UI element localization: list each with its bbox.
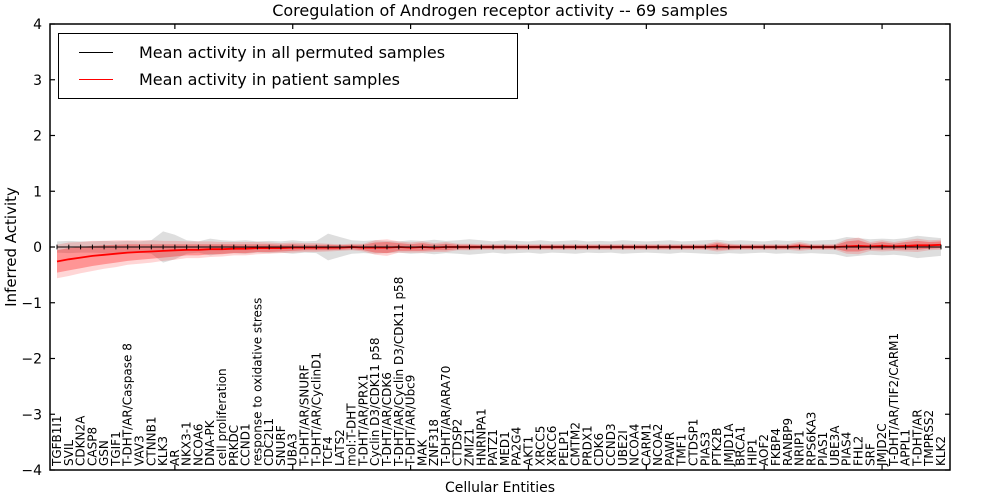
x-tick-label: T-DHT/AR/PRX1	[357, 374, 371, 467]
x-tick-label: TMF1	[675, 434, 689, 467]
x-tick-label: PELP1	[557, 430, 571, 466]
x-tick-label: AR	[168, 449, 182, 466]
x-tick-label: Cyclin D3/CDK11 p58	[368, 337, 382, 466]
x-tick-label: LATS2	[333, 429, 347, 466]
chart-title: Coregulation of Androgen receptor activi…	[272, 1, 728, 20]
x-tick-label: PRDX1	[580, 425, 594, 466]
x-tick-label: TMPRSS2	[922, 410, 936, 467]
x-tick-label: CDC2L1	[262, 418, 276, 466]
x-tick-label: HIP1	[745, 439, 759, 466]
y-tick-label: 1	[33, 184, 42, 200]
x-tick-label: ZMIZ1	[463, 428, 477, 466]
x-tick-label: CASP8	[85, 427, 99, 466]
x-tick-label: CDK6	[592, 433, 606, 466]
x-tick-label: CTDSP1	[687, 419, 701, 466]
x-tick-label: SVIL	[62, 440, 76, 466]
legend-line-red	[79, 78, 113, 80]
x-tick-label: CTDSP2	[451, 419, 465, 466]
x-tick-label: DNA-PK	[203, 419, 217, 466]
x-tick-label: PTK2B	[710, 428, 724, 466]
y-axis-label: Inferred Activity	[2, 187, 20, 307]
x-tick-label: BRCA1	[734, 426, 748, 466]
x-tick-label: PIAS1	[816, 432, 830, 466]
legend: Mean activity in all permuted samples Me…	[58, 33, 518, 99]
x-tick-label: cell proliferation	[215, 368, 229, 466]
x-tick-label: PIAS3	[698, 432, 712, 466]
x-tick-label: CARM1	[639, 423, 653, 466]
x-tick-label: AOF2	[757, 434, 771, 466]
legend-line-black	[79, 52, 113, 54]
x-tick-label: CCND3	[604, 423, 618, 466]
x-tick-label: NRIP1	[793, 430, 807, 466]
x-tick-label: XRCC5	[533, 426, 547, 466]
x-tick-label: JMJD2C	[875, 423, 889, 467]
y-tick-label: 4	[33, 17, 42, 33]
x-tick-label: TGIF1	[109, 431, 123, 467]
x-tick-label: GSN	[97, 440, 111, 466]
permuted-line-markers	[56, 244, 942, 250]
x-tick-label: CDKN2A	[74, 415, 88, 466]
x-tick-label: PA2G4	[510, 427, 524, 466]
x-tick-label: PRKDC	[227, 425, 241, 466]
x-tick-label: T-DHT/AR/Ubc9	[404, 375, 418, 467]
x-tick-label: FHL2	[852, 436, 866, 466]
x-tick-label: UBA3	[286, 433, 300, 466]
x-tick-label: SRF	[863, 443, 877, 466]
x-tick-label: CMTM2	[569, 422, 583, 466]
x-tick-label: JMJD1A	[722, 423, 736, 467]
x-tick-label: mol:T-DHT	[345, 403, 359, 466]
x-tick-label: MED1	[498, 431, 512, 466]
x-tick-label: RPS6KA3	[804, 412, 818, 466]
x-tick-label: XRCC6	[545, 426, 559, 466]
x-tick-label: KLK2	[934, 436, 948, 466]
y-tick-label: −3	[21, 407, 42, 423]
x-tick-label: T-DHT/AR/CyclinD1	[309, 352, 323, 467]
x-tick-label: UBE2I	[616, 430, 630, 466]
y-tick-label: −2	[21, 352, 42, 368]
legend-label-permuted: Mean activity in all permuted samples	[139, 43, 446, 63]
x-tick-label: T-DHT/AR/SNURF	[298, 365, 312, 468]
legend-label-patient: Mean activity in patient samples	[139, 69, 400, 89]
legend-item-permuted: Mean activity in all permuted samples	[69, 43, 507, 62]
x-tick-label: response to oxidative stress	[250, 298, 264, 466]
x-tick-label: T-DHT/AR/ARA70	[439, 366, 453, 467]
x-tick-label: VAV3	[133, 435, 147, 466]
x-tick-label: HNRNPA1	[474, 408, 488, 466]
x-tick-label: AKT1	[522, 436, 536, 466]
x-tick-label: ZNF318	[427, 419, 441, 466]
x-tick-label: RANBP9	[781, 418, 795, 466]
x-tick-label: T-DHT/AR/CDK6	[380, 372, 394, 467]
x-tick-label: CTNNB1	[144, 416, 158, 466]
y-tick-label: −1	[21, 296, 42, 312]
x-tick-label: SNURF	[274, 425, 288, 466]
x-tick-label: MAK	[415, 438, 429, 466]
y-tick-label: 3	[33, 73, 42, 89]
legend-item-patient: Mean activity in patient samples	[69, 70, 507, 89]
x-tick-label: PAWR	[663, 432, 677, 466]
x-tick-label: CCND1	[239, 423, 253, 466]
x-tick-label: TCF4	[321, 436, 335, 467]
x-tick-label: NKX3-1	[180, 421, 194, 466]
x-tick-label: NCOA6	[191, 424, 205, 466]
x-tick-label: NCOA2	[651, 424, 665, 466]
y-tick-label: 2	[33, 129, 42, 145]
x-tick-label: T-DHT/AR/Cyclin D3/CDK11 p58	[392, 277, 406, 467]
x-tick-label: T-DHT/AR	[910, 409, 924, 467]
x-tick-label: APPL1	[899, 429, 913, 466]
x-tick-label: UBE3A	[828, 425, 842, 466]
x-tick-label: PIAS4	[840, 432, 854, 466]
x-tick-label: TGFB1I1	[50, 415, 64, 467]
x-tick-label: T-DHT/AR/TIF2/CARM1	[887, 333, 901, 467]
y-tick-label: −4	[21, 463, 42, 479]
x-tick-label: FKBP4	[769, 428, 783, 466]
x-tick-label: NCOA4	[628, 424, 642, 466]
x-tick-label: KLK3	[156, 436, 170, 466]
x-axis-label: Cellular Entities	[444, 480, 556, 496]
y-tick-label: 0	[33, 240, 42, 256]
x-tick-label: T-DHT/AR/Caspase 8	[121, 343, 135, 467]
x-tick-label: PATZ1	[486, 429, 500, 466]
